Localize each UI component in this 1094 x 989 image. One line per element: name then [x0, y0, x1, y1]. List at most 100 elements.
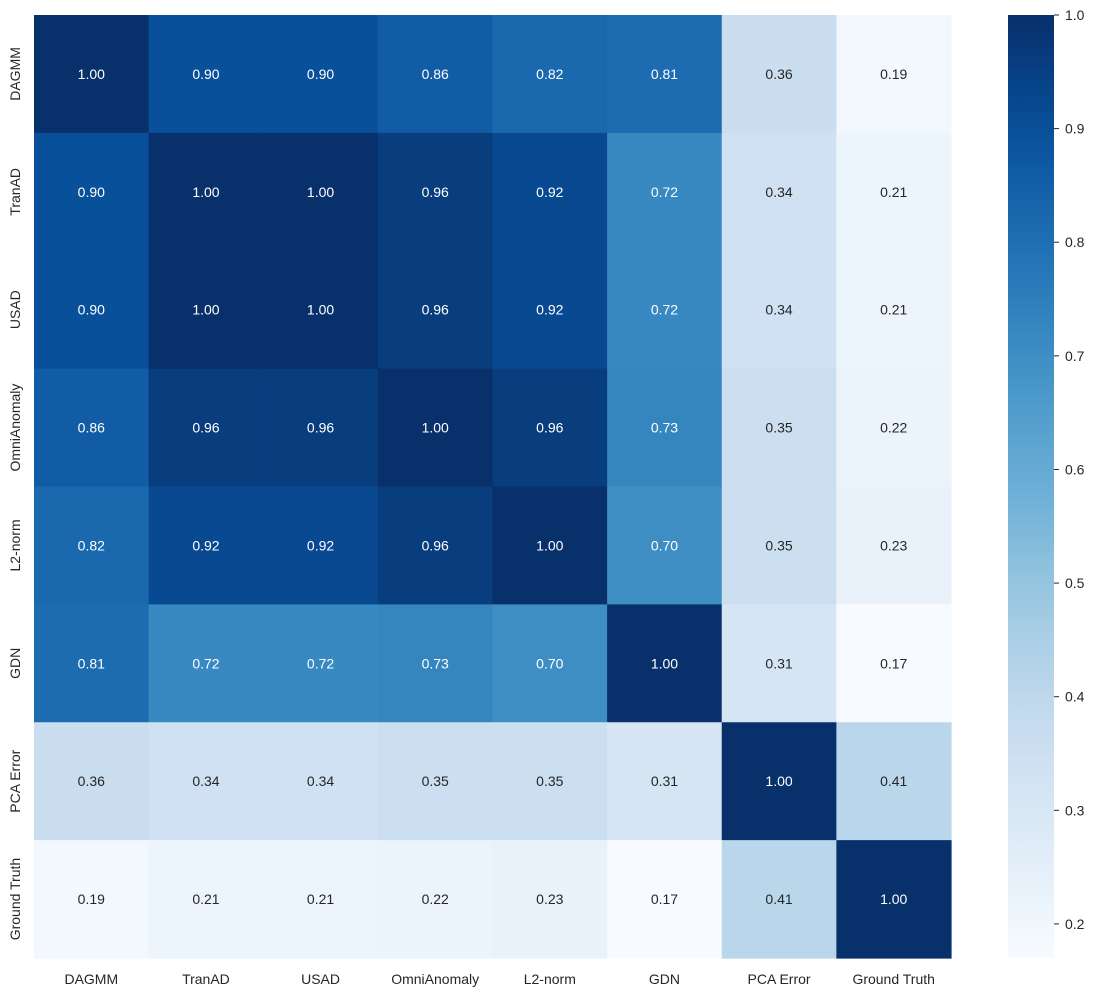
heatmap-cell-label: 0.96	[307, 420, 334, 436]
heatmap-cell	[263, 486, 379, 605]
heatmap-cell	[148, 604, 264, 723]
heatmap-cell	[377, 15, 494, 134]
heatmap-cell-label: 0.23	[536, 891, 563, 907]
heatmap-cell	[836, 15, 952, 134]
heatmap-cell	[836, 840, 952, 959]
colorbar-tick-label: 0.7	[1065, 348, 1085, 364]
heatmap-cell	[377, 604, 494, 723]
heatmap-cell-label: 0.35	[765, 537, 792, 553]
heatmap-cell-label: 0.21	[192, 891, 219, 907]
heatmap-cell-label: 0.81	[78, 655, 105, 671]
heatmap-cell	[377, 486, 494, 605]
heatmap-cell	[607, 132, 723, 252]
heatmap-cell	[148, 15, 264, 134]
colorbar-tick-label: 0.2	[1065, 916, 1085, 932]
heatmap-cell	[836, 368, 952, 488]
heatmap-cell-label: 0.70	[536, 655, 563, 671]
x-tick-label: Ground Truth	[852, 971, 935, 987]
heatmap-cell-label: 0.17	[880, 655, 907, 671]
heatmap-cell	[148, 132, 264, 252]
heatmap-cell	[836, 722, 952, 841]
heatmap-cell-label: 0.86	[78, 420, 105, 436]
heatmap-cell	[263, 250, 379, 370]
heatmap-cell	[148, 722, 264, 841]
heatmap-cell	[492, 368, 608, 488]
heatmap-cell	[607, 722, 723, 841]
heatmap-cell-label: 0.72	[651, 302, 678, 318]
heatmap-cell-label: 0.92	[536, 302, 563, 318]
x-axis-tick-labels: DAGMM TranAD USAD OmniAnomaly L2-norm GDN PCA …	[64, 971, 934, 987]
heatmap-cell	[377, 368, 494, 488]
heatmap-cell	[836, 486, 952, 605]
heatmap-cell	[492, 840, 608, 959]
heatmap-cell	[377, 840, 494, 959]
heatmap-cell-label: 0.31	[765, 655, 792, 671]
heatmap-cell	[377, 250, 494, 370]
heatmap-cell-label: 0.73	[422, 655, 449, 671]
heatmap-cell	[263, 15, 379, 134]
heatmap-cell	[836, 250, 952, 370]
colorbar-gradient	[1008, 15, 1054, 958]
heatmap-cell	[607, 15, 723, 134]
heatmap-cell-label: 0.90	[78, 302, 105, 318]
heatmap-cell	[263, 604, 379, 723]
heatmap-cell-label: 1.00	[307, 302, 334, 318]
heatmap-cell-label: 0.96	[422, 184, 449, 200]
x-tick-label: PCA Error	[748, 971, 811, 987]
heatmap-cell-label: 0.35	[536, 773, 563, 789]
heatmap-cell-label: 0.34	[192, 773, 219, 789]
heatmap-cell-label: 0.34	[307, 773, 334, 789]
colorbar-tick-label: 1.0	[1065, 7, 1085, 23]
x-tick-label: GDN	[649, 971, 680, 987]
heatmap-cell	[721, 250, 837, 370]
heatmap-cell-label: 1.00	[422, 420, 449, 436]
heatmap-cell-label: 0.72	[651, 184, 678, 200]
heatmap-cell-label: 1.00	[880, 891, 907, 907]
heatmap-cell	[34, 132, 150, 252]
y-tick-label: DAGMM	[7, 47, 23, 101]
heatmap-cell	[34, 15, 150, 134]
heatmap-cell	[607, 604, 723, 723]
heatmap-cell	[607, 486, 723, 605]
heatmap-cell-label: 0.92	[192, 537, 219, 553]
heatmap-cell-label: 0.19	[78, 891, 105, 907]
heatmap-cell	[721, 722, 837, 841]
heatmap-cell-label: 0.81	[651, 66, 678, 82]
heatmap-cell	[721, 15, 837, 134]
heatmap-cell-label: 0.35	[422, 773, 449, 789]
heatmap-cell	[607, 840, 723, 959]
heatmap-cell	[377, 722, 494, 841]
heatmap-cell	[492, 486, 608, 605]
heatmap-cell-label: 0.92	[536, 184, 563, 200]
heatmap-cell-label: 0.73	[651, 420, 678, 436]
heatmap-cell	[34, 250, 150, 370]
heatmap-cell-label: 0.41	[765, 891, 792, 907]
x-tick-label: USAD	[301, 971, 340, 987]
heatmap-cell-label: 0.22	[880, 420, 907, 436]
colorbar-tick-label: 0.4	[1065, 689, 1085, 705]
heatmap-cell-label: 0.36	[765, 66, 792, 82]
x-tick-label: L2-norm	[524, 971, 576, 987]
x-tick-label: OmniAnomaly	[391, 971, 479, 987]
heatmap-cell-label: 0.41	[880, 773, 907, 789]
x-tick-label: TranAD	[182, 971, 230, 987]
heatmap-cell-label: 0.23	[880, 537, 907, 553]
colorbar-tick-label: 0.5	[1065, 575, 1085, 591]
heatmap-cell-label: 0.96	[192, 420, 219, 436]
heatmap-cell-label: 1.00	[765, 773, 792, 789]
heatmap-cell-label: 0.96	[422, 537, 449, 553]
heatmap-cell	[721, 840, 837, 959]
heatmap-cell-label: 0.31	[651, 773, 678, 789]
colorbar-tick-label: 0.3	[1065, 802, 1085, 818]
x-tick-label: DAGMM	[64, 971, 118, 987]
heatmap-cell-label: 0.17	[651, 891, 678, 907]
heatmap-cell-label: 0.21	[880, 184, 907, 200]
y-tick-label: GDN	[7, 648, 23, 679]
heatmap-cell	[34, 486, 150, 605]
heatmap-cell	[263, 840, 379, 959]
heatmap-cell-label: 0.34	[765, 184, 792, 200]
heatmap-cell-label: 0.96	[422, 302, 449, 318]
heatmap-cell	[607, 368, 723, 488]
heatmap-cells	[34, 15, 952, 959]
heatmap-cell-labels: 1.00 0.90 0.90 0.86 0.82 0.81 0.36 0.19 0.90 1.00…	[78, 66, 908, 907]
